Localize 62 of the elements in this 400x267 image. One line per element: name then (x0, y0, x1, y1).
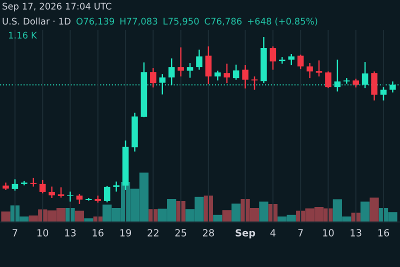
candlestick (279, 56, 286, 64)
x-tick-label: 7 (12, 229, 18, 236)
candlestick (344, 77, 350, 84)
candlestick (48, 186, 55, 199)
candlestick (297, 54, 304, 70)
text: O76,139 (76, 18, 114, 26)
bar (370, 198, 379, 222)
candlestick (150, 67, 156, 88)
candlestick (159, 73, 166, 96)
text: +648 (+0.85%) (248, 18, 318, 26)
candlestick (186, 62, 194, 78)
candlestick (251, 76, 258, 90)
text: H77,083 (120, 18, 158, 26)
x-tick-label: 19 (120, 229, 132, 236)
x-tick-label: 7 (298, 229, 303, 236)
candlestick (380, 86, 387, 102)
x-tick-label: 25 (175, 229, 186, 236)
x-tick-label: Sep (236, 229, 256, 238)
chart-subtitle: U.S. Dollar · 1D (2, 18, 70, 25)
candlestick (306, 62, 313, 79)
candlestick (232, 64, 240, 80)
candlestick (371, 70, 378, 102)
bar (84, 218, 94, 222)
candlestick (390, 80, 396, 94)
bar (232, 204, 241, 222)
x-tick-label: 13 (350, 229, 362, 236)
candlestick (288, 53, 294, 66)
candlestick (178, 46, 184, 78)
candlestick (325, 70, 332, 89)
x-tick-label: 10 (323, 229, 334, 236)
candlestick (12, 178, 18, 192)
bar (176, 200, 186, 222)
bar (213, 214, 222, 222)
candlestick (104, 185, 110, 203)
candlestick (224, 63, 230, 84)
candlestick (76, 193, 83, 205)
candlestick (362, 61, 368, 89)
candlestick (242, 64, 248, 90)
bar (259, 202, 268, 222)
text: C76,786 (204, 18, 242, 26)
bar (222, 210, 232, 222)
x-tick-label: 28 (202, 229, 214, 236)
candlestick (334, 59, 341, 92)
text: L75,950 (164, 18, 199, 26)
candlestick (270, 46, 276, 70)
bar (74, 210, 84, 222)
x-tick-label: 4 (270, 229, 276, 236)
candlestick (113, 180, 120, 192)
x-tick-label: 13 (65, 229, 76, 236)
chart-title: Sep 17, 2026 17:04 UTC (2, 2, 112, 12)
candlestick (205, 46, 212, 85)
candlestick (196, 49, 202, 70)
x-tick-label: 22 (148, 229, 158, 236)
x-tick-label: 16 (378, 229, 390, 236)
bar (360, 202, 370, 222)
candlestick (168, 58, 175, 86)
x-tick-label: 16 (92, 229, 104, 236)
candlestick (214, 70, 221, 82)
bar (1, 211, 10, 222)
x-tick-label: 10 (37, 229, 48, 236)
annotation: 1.16 K (8, 32, 38, 39)
candlestick (39, 179, 46, 194)
